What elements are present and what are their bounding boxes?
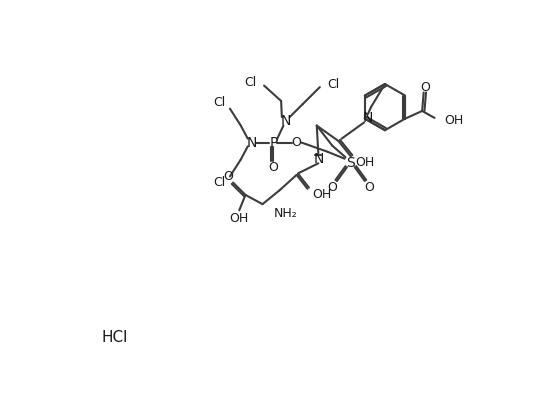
Text: O: O: [292, 136, 301, 149]
Text: O: O: [223, 170, 233, 183]
Text: O: O: [365, 181, 375, 194]
Text: OH: OH: [355, 156, 375, 169]
Text: OH: OH: [312, 188, 331, 201]
Text: N: N: [314, 152, 324, 166]
Text: Cl: Cl: [328, 77, 340, 91]
Text: Cl: Cl: [213, 96, 225, 109]
Text: Cl: Cl: [213, 176, 225, 189]
Text: NH₂: NH₂: [273, 207, 297, 220]
Text: O: O: [327, 181, 337, 194]
Text: HCl: HCl: [101, 330, 128, 345]
Text: N: N: [280, 114, 291, 128]
Text: S: S: [346, 156, 355, 170]
Text: Cl: Cl: [244, 76, 256, 89]
Text: OH: OH: [444, 114, 463, 127]
Text: N: N: [246, 136, 257, 149]
Text: N: N: [362, 111, 373, 125]
Text: P: P: [269, 136, 278, 149]
Text: OH: OH: [230, 211, 249, 224]
Text: O: O: [268, 161, 278, 174]
Text: O: O: [420, 81, 430, 94]
